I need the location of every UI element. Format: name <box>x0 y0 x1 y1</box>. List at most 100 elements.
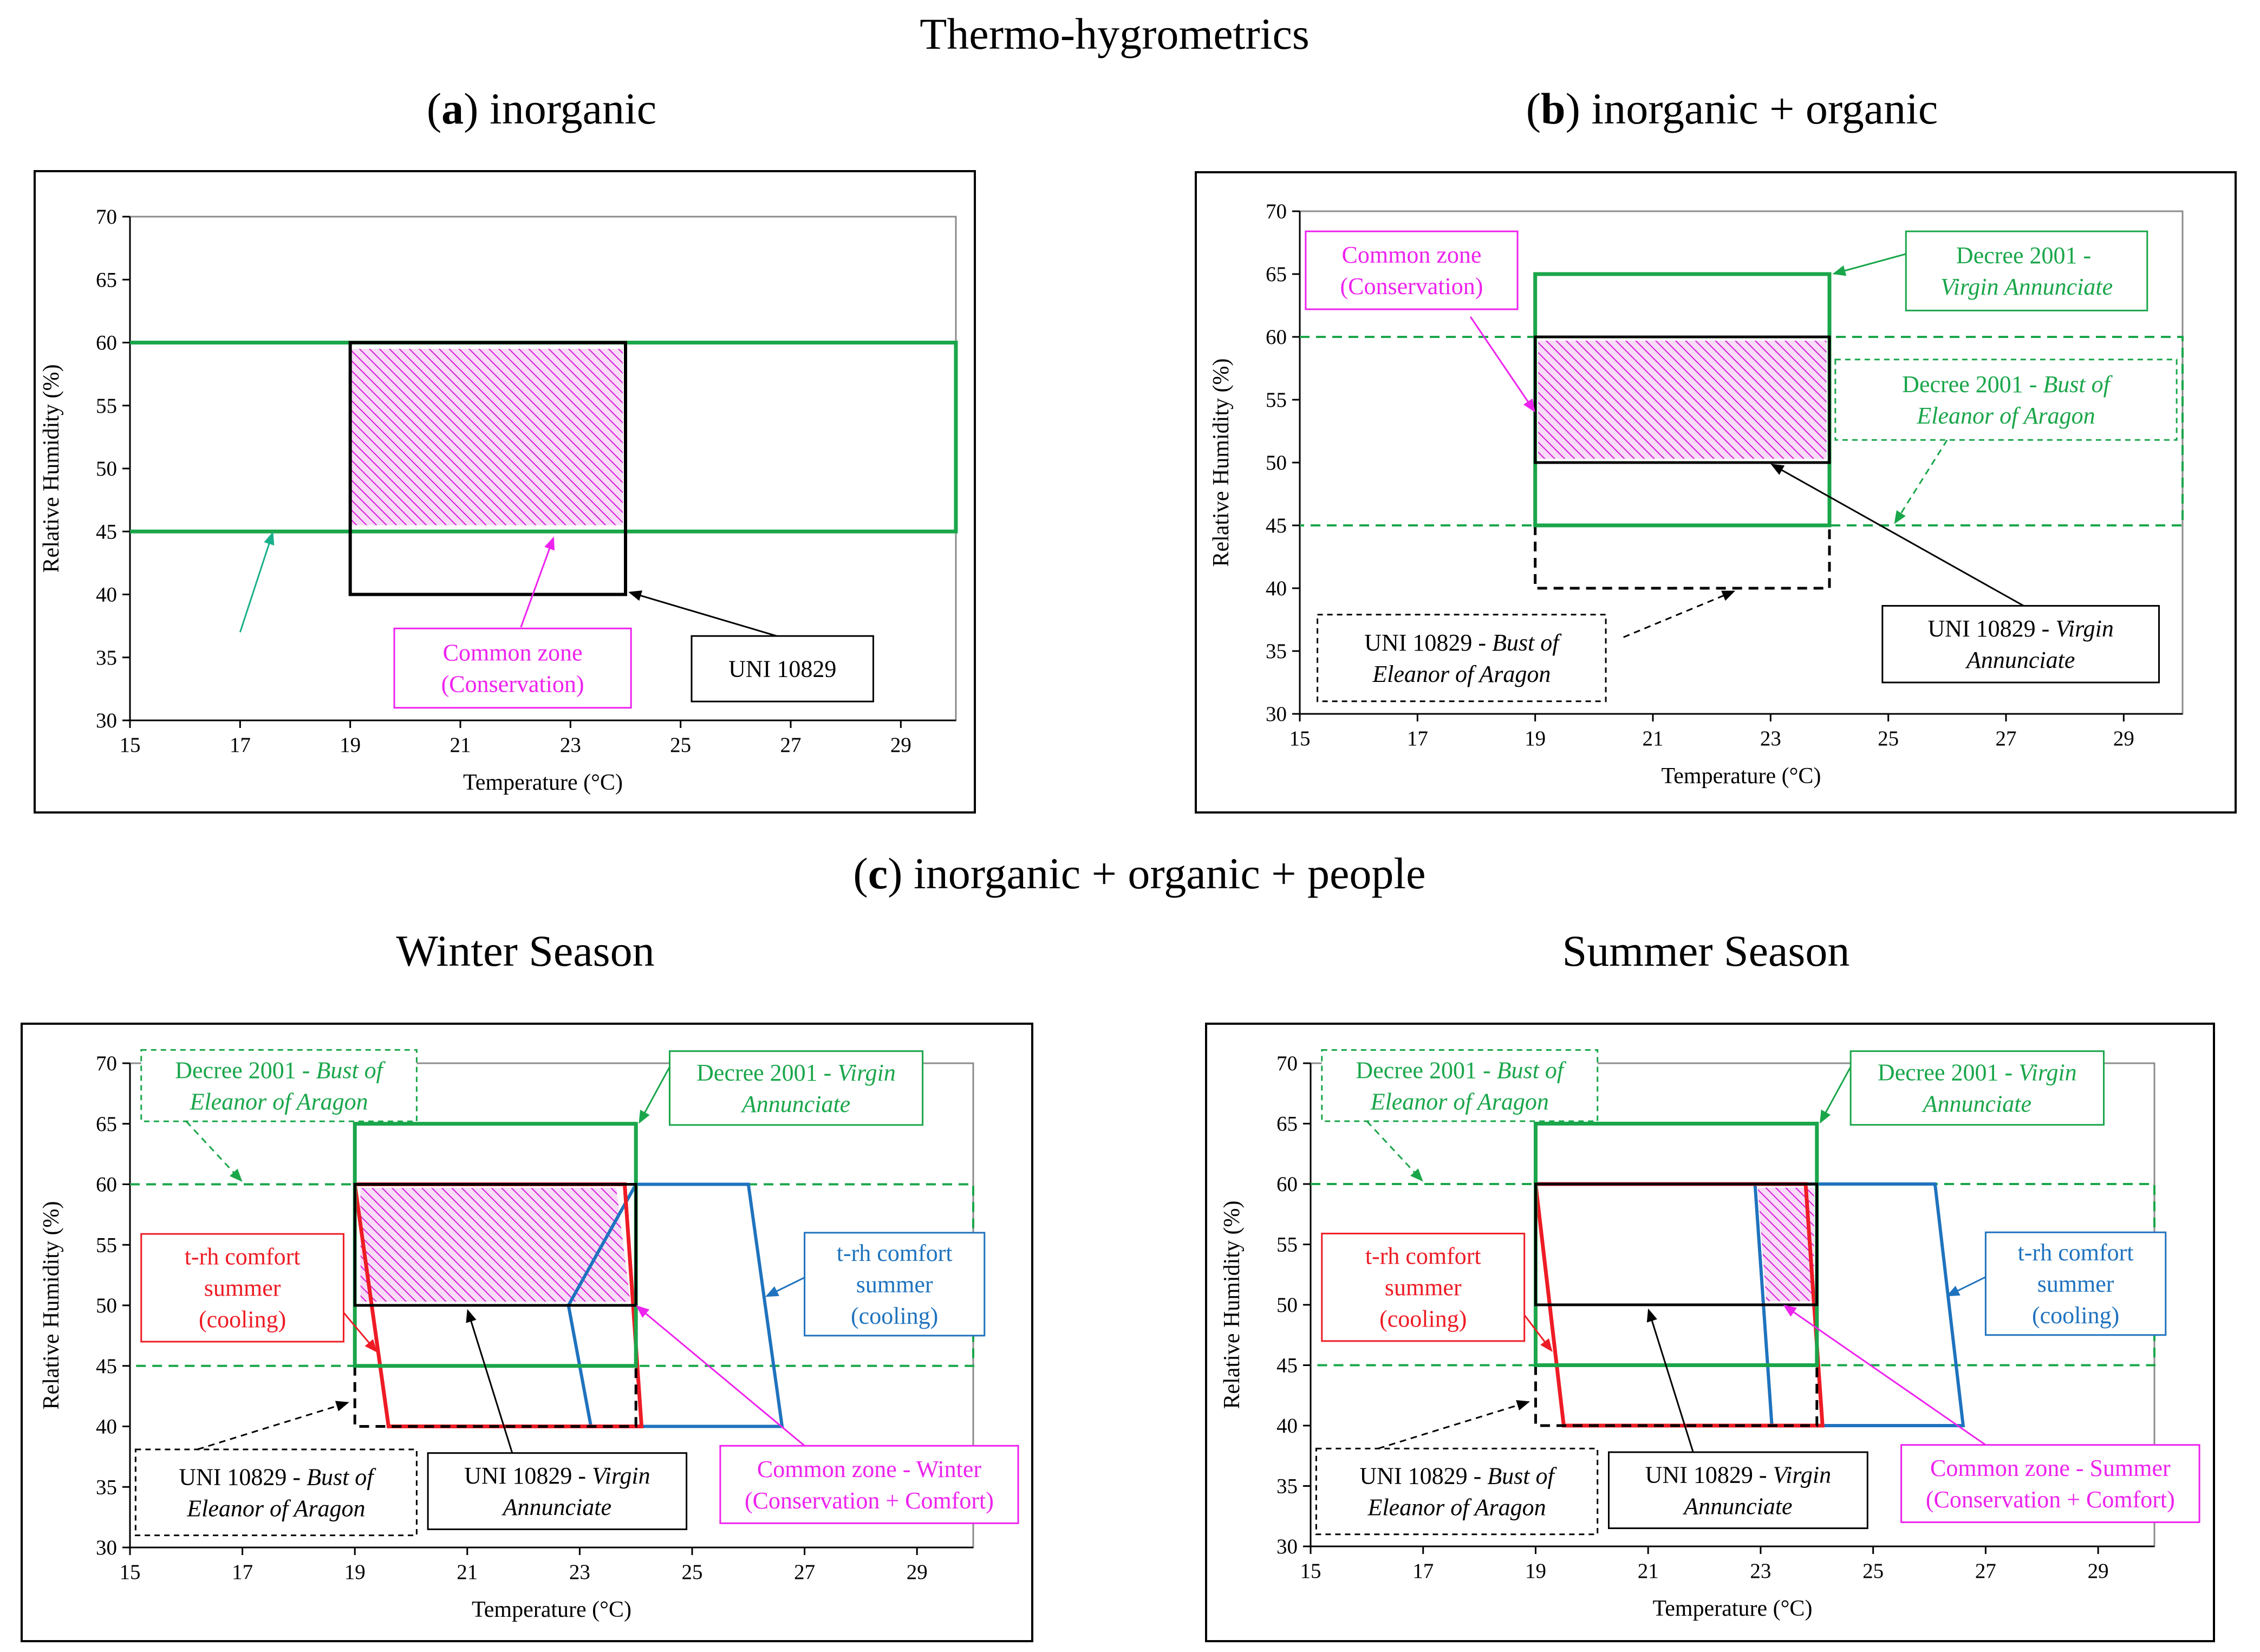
y-tick-label: 50 <box>1276 1293 1298 1317</box>
uni-virgin-label-text: Annunciate <box>1965 647 2075 673</box>
panel-c-label: inorganic + organic + people <box>902 849 1425 898</box>
decree-bust-label: Decree 2001 - Bust of Eleanor of Aragon <box>1902 371 2113 429</box>
trh-winter-label-arrow <box>773 1277 805 1293</box>
y-tick-label: 40 <box>1276 1414 1298 1438</box>
uni-bust-label-text: Bust of <box>1487 1463 1557 1490</box>
common-zone-winter-label-arrowhead <box>636 1305 650 1318</box>
panel-a-title: (a) inorganic <box>427 84 656 133</box>
y-tick-label: 35 <box>1276 1475 1298 1498</box>
trh-summer-red-label-text: (cooling) <box>1379 1306 1467 1332</box>
x-tick-label: 21 <box>450 733 471 757</box>
common-zone-winter-label-text: (Conservation + Comfort) <box>745 1487 994 1514</box>
uni-bust-label-arrowhead <box>1516 1400 1530 1411</box>
x-tick-label: 19 <box>344 1560 366 1584</box>
trh-summer-label-text: t-rh comfort <box>185 1244 301 1270</box>
uni-bust-zone <box>353 1365 637 1428</box>
y-tick-label: 70 <box>1276 1052 1298 1075</box>
decree-virgin-label-box <box>1849 1050 2105 1126</box>
x-tick-label: 17 <box>1407 727 1428 750</box>
x-tick-label: 29 <box>2088 1559 2109 1583</box>
decree-bust-label-arrow <box>185 1121 237 1175</box>
decree-bust-label-text: Bust of <box>316 1057 386 1083</box>
common-zone-label: Common zone (Conservation) <box>441 640 584 698</box>
decree-bust-label-arrowhead <box>1894 510 1906 524</box>
y-tick-label: 50 <box>96 1294 117 1317</box>
trh-winter-label: t-rh comfort summer (cooling) <box>837 1240 953 1329</box>
panel-b-label: inorganic + organic <box>1580 84 1938 133</box>
trh-summer-label-text: summer <box>204 1275 281 1302</box>
y-axis-label: Relative Humidity (%) <box>1209 359 1234 567</box>
uni-virgin-label-text: UNI 10829 - <box>1927 615 2055 642</box>
trh-summer-blue-label-box <box>1984 1231 2167 1336</box>
common-zone-label-text: (Conservation) <box>1340 273 1483 300</box>
x-tick-label: 21 <box>457 1560 478 1584</box>
common-zone-label-box <box>393 627 632 709</box>
common-zone-label-text: Common zone <box>1342 242 1482 268</box>
x-axis-label: Temperature (°C) <box>472 1597 631 1622</box>
uni-10829-label-arrowhead <box>628 590 642 601</box>
uni-virgin-label-text: Annunciate <box>502 1494 611 1520</box>
trh-summer-blue-label-text: (cooling) <box>2032 1302 2119 1329</box>
uni-bust-label-text: Bust of <box>307 1464 376 1490</box>
uni-bust-label-text: Bust of <box>1492 629 1562 656</box>
panel-a-label: inorganic <box>478 84 656 133</box>
y-tick-label: 70 <box>96 205 117 229</box>
decree-bust-label-text: Eleanor of Aragon <box>1916 402 2095 429</box>
decree-bust-label-arrow <box>1366 1121 1417 1175</box>
y-tick-label: 60 <box>1276 1173 1298 1196</box>
y-tick-label: 40 <box>96 583 117 607</box>
chart-panel-c-winter: 30 35 40 45 50 55 60 65 70 15 17 19 21 23 25 27 29 Temper… <box>21 1023 1033 1642</box>
decree-bust-label-box <box>1321 1049 1599 1122</box>
chart-panel-a: 30 35 40 45 50 55 60 65 70 15 17 19 21 23 25 27 29 Temper… <box>34 170 976 814</box>
y-tick-label: 35 <box>96 646 117 669</box>
y-tick-label: 65 <box>1266 263 1287 286</box>
x-tick-label: 19 <box>1525 727 1546 750</box>
uni-bust-zone <box>1534 1365 1819 1427</box>
common-zone-winter-label-text: Common zone - Winter <box>757 1456 981 1482</box>
trh-winter-label-text: (cooling) <box>851 1303 938 1329</box>
trh-summer-red-label: t-rh comfort summer (cooling) <box>1365 1243 1481 1332</box>
decree-2001-label-arrow <box>239 540 271 633</box>
decree-bust-label: Decree 2001 - Bust of Eleanor of Aragon <box>175 1057 386 1115</box>
decree-bust-label-box <box>1834 359 2178 441</box>
y-tick-label: 60 <box>96 1173 117 1196</box>
uni-virgin-label-text: Virgin <box>592 1462 650 1489</box>
decree-virgin-label-arrowhead <box>639 1109 650 1124</box>
uni-bust-label-arrowhead <box>335 1401 349 1412</box>
trh-summer-blue-label-arrow <box>1955 1276 1987 1293</box>
x-axis-label: Temperature (°C) <box>1662 764 1821 789</box>
x-tick-label: 25 <box>1878 727 1899 750</box>
y-axis-label: Relative Humidity (%) <box>39 365 64 573</box>
uni-bust-label-arrow <box>197 1404 341 1451</box>
y-tick-label: 55 <box>96 394 117 418</box>
uni-10829-zone <box>348 341 627 596</box>
x-tick-label: 23 <box>569 1560 590 1584</box>
decree-virgin-label-text: Virgin <box>837 1059 896 1086</box>
common-zone-hatch <box>360 1188 630 1302</box>
x-tick-label: 15 <box>1289 727 1311 750</box>
uni-bust-label-text: UNI 10829 - <box>179 1464 307 1490</box>
y-tick-label: 55 <box>96 1233 117 1257</box>
common-zone-label-box <box>1305 230 1519 310</box>
trh-winter-label-arrowhead <box>765 1286 779 1297</box>
y-tick-label: 55 <box>1266 388 1287 412</box>
decree-bust-label-arrow <box>1898 439 1948 517</box>
chart-panel-c-summer: 30 35 40 45 50 55 60 65 70 15 17 19 21 23 25 27 29 Temper… <box>1205 1023 2215 1642</box>
common-zone-hatch <box>1757 1187 1814 1302</box>
trh-summer-red-label-text: t-rh comfort <box>1365 1243 1481 1270</box>
decree-bust-label-text: Decree 2001 - <box>175 1057 316 1083</box>
x-axis-label: Temperature (°C) <box>463 770 623 795</box>
common-zone-winter-label: Common zone - Winter (Conservation + Comf… <box>745 1456 994 1514</box>
uni-bust-label-box <box>134 1448 418 1537</box>
trh-winter-label-box <box>804 1232 986 1337</box>
common-zone-label: Common zone (Conservation) <box>1340 242 1483 300</box>
uni-bust-label-text: Eleanor of Aragon <box>186 1495 365 1521</box>
y-axis-label: Relative Humidity (%) <box>39 1201 64 1410</box>
x-tick-label: 27 <box>794 1560 815 1584</box>
trh-summer-label-arrowhead <box>364 1339 377 1353</box>
common-zone-label-arrowhead <box>544 536 555 551</box>
trh-summer-label: t-rh comfort summer (cooling) <box>185 1244 301 1333</box>
winter-season-title: Winter Season <box>396 926 654 975</box>
common-zone-summer-label-text: (Conservation + Comfort) <box>1926 1486 2175 1513</box>
